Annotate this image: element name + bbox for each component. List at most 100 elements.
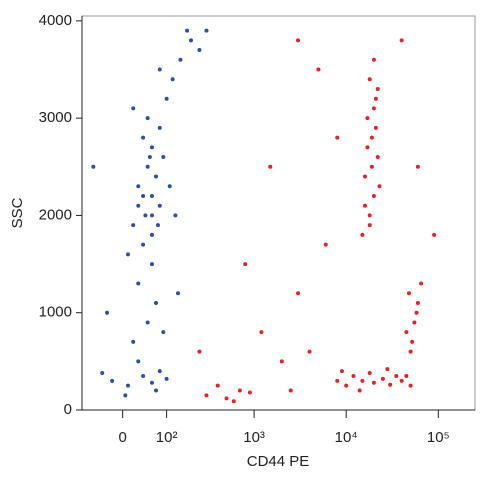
x-tick-label: 10² [156, 429, 178, 446]
data-point [131, 223, 136, 228]
data-point [149, 262, 154, 267]
data-point [131, 106, 136, 111]
data-point [268, 164, 273, 169]
data-point [167, 184, 172, 189]
x-tick-label: 0 [118, 429, 126, 446]
y-tick-label: 2000 [39, 206, 72, 223]
data-point [243, 262, 248, 267]
data-point [197, 48, 202, 53]
data-point [365, 116, 370, 121]
y-tick-label: 1000 [39, 304, 72, 321]
data-point [175, 291, 180, 296]
data-point [188, 38, 193, 43]
data-point [149, 232, 154, 237]
data-point [145, 320, 150, 325]
data-point [316, 67, 321, 72]
data-point [360, 378, 365, 383]
data-point [237, 388, 242, 393]
data-point [136, 184, 141, 189]
data-point [369, 135, 374, 140]
data-point [404, 373, 409, 378]
data-point [125, 383, 130, 388]
data-point [414, 310, 419, 315]
data-point [170, 77, 175, 82]
data-point [154, 174, 159, 179]
data-point [157, 203, 162, 208]
data-point [149, 145, 154, 150]
data-point [157, 369, 162, 374]
data-point [157, 125, 162, 130]
data-point [145, 116, 150, 121]
data-point [371, 193, 376, 198]
data-point [247, 390, 252, 395]
data-point [131, 339, 136, 344]
data-point [197, 349, 202, 354]
data-point [375, 86, 380, 91]
data-point [125, 252, 130, 257]
data-point [415, 164, 420, 169]
data-point [105, 310, 110, 315]
data-point [367, 223, 372, 228]
data-point [375, 155, 380, 160]
data-point [204, 28, 209, 33]
data-point [357, 388, 362, 393]
x-axis-label: CD44 PE [247, 453, 310, 470]
data-point [154, 388, 159, 393]
data-point [373, 96, 378, 101]
data-point [404, 330, 409, 335]
data-point [406, 291, 411, 296]
data-point [373, 125, 378, 130]
data-point [323, 242, 328, 247]
data-point [362, 174, 367, 179]
data-point [161, 330, 166, 335]
data-point [141, 373, 146, 378]
data-point [279, 359, 284, 364]
data-point [147, 155, 152, 160]
data-point [339, 369, 344, 374]
data-point [123, 393, 128, 398]
data-point [388, 382, 393, 387]
data-point [154, 300, 159, 305]
data-point [149, 193, 154, 198]
data-point [335, 378, 340, 383]
data-point [367, 213, 372, 218]
data-point [164, 96, 169, 101]
data-point [149, 380, 154, 385]
data-point [360, 232, 365, 237]
y-axis-label: SSC [9, 197, 26, 228]
data-point [231, 399, 236, 404]
data-point [296, 291, 301, 296]
x-tick-label: 10⁴ [335, 429, 358, 446]
data-point [178, 57, 183, 62]
data-point [367, 371, 372, 376]
data-point [136, 203, 141, 208]
data-point [371, 106, 376, 111]
data-point [141, 242, 146, 247]
data-point [351, 373, 356, 378]
data-point [432, 232, 437, 237]
data-point [136, 359, 141, 364]
data-point [362, 203, 367, 208]
data-point [365, 145, 370, 150]
plot-frame [81, 15, 476, 411]
data-point [296, 38, 301, 43]
data-point [215, 383, 220, 388]
data-point [155, 223, 160, 228]
data-point [367, 77, 372, 82]
data-point [399, 378, 404, 383]
data-point [149, 213, 154, 218]
data-point [419, 281, 424, 286]
data-point [100, 371, 105, 376]
data-point [371, 57, 376, 62]
data-point [164, 376, 169, 381]
data-point [377, 184, 382, 189]
data-point [141, 135, 146, 140]
data-point [145, 164, 150, 169]
data-point [110, 378, 115, 383]
y-tick-label: 3000 [39, 109, 72, 126]
data-point [288, 388, 293, 393]
data-point [415, 300, 420, 305]
data-point [224, 396, 229, 401]
x-tick-label: 10³ [243, 429, 265, 446]
